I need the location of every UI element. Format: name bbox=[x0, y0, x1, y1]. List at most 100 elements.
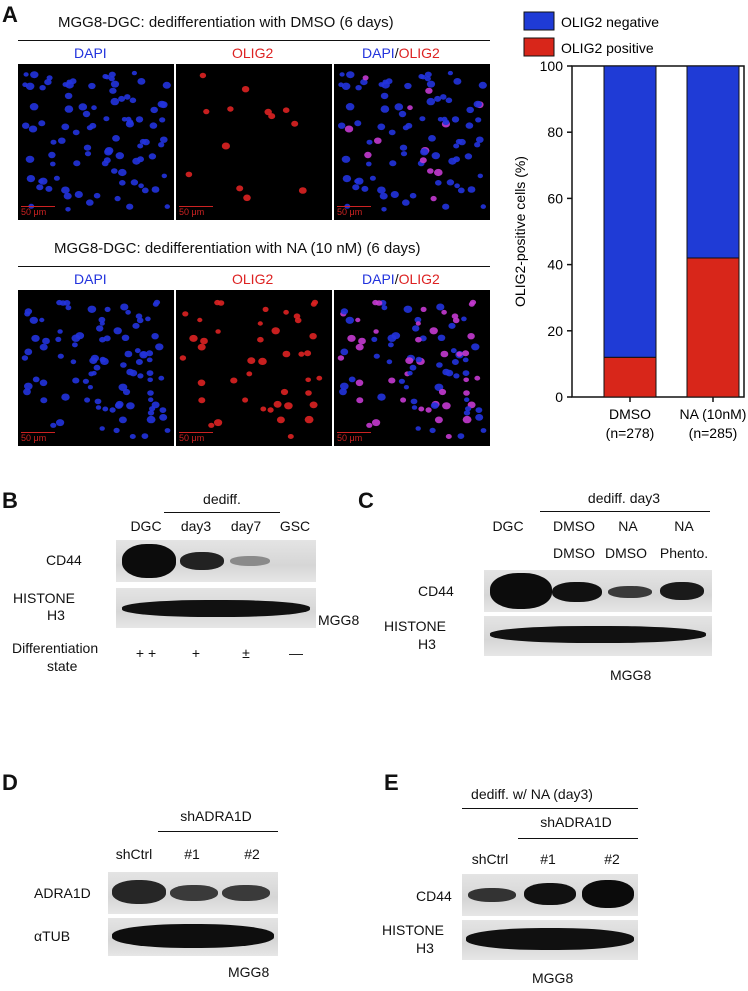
cell-nucleus bbox=[440, 94, 447, 100]
cell-nucleus bbox=[342, 175, 352, 183]
cell-nucleus bbox=[415, 321, 421, 326]
cell-nucleus bbox=[475, 407, 483, 413]
cell-nucleus bbox=[109, 87, 117, 94]
bar-olig2-positive bbox=[686, 257, 740, 398]
cell-nucleus bbox=[445, 97, 453, 104]
cell-nucleus bbox=[463, 377, 469, 383]
cell-nucleus bbox=[361, 185, 369, 192]
panel-c-bottom-3: Phento. bbox=[659, 545, 709, 561]
scale-bar-line bbox=[337, 206, 371, 207]
panel-e-title-rule bbox=[462, 808, 638, 809]
cell-nucleus bbox=[450, 348, 457, 354]
panel-b-state-label-1: Differentiation bbox=[12, 640, 99, 656]
cell-nucleus bbox=[426, 97, 436, 106]
cell-nucleus bbox=[159, 414, 168, 421]
panel-e-cd44-blot bbox=[462, 874, 638, 916]
y-tick-label: 60 bbox=[547, 190, 563, 206]
cell-nucleus bbox=[454, 183, 460, 189]
cell-nucleus bbox=[74, 191, 83, 198]
cell-nucleus bbox=[437, 334, 446, 341]
cell-nucleus bbox=[189, 334, 198, 342]
cell-nucleus bbox=[430, 195, 437, 202]
cell-nucleus bbox=[305, 390, 312, 396]
cell-nucleus bbox=[96, 325, 104, 332]
cell-nucleus bbox=[399, 144, 408, 151]
band-dgc bbox=[122, 544, 176, 578]
panel-c-row-h3: H3 bbox=[418, 636, 436, 652]
x-tick-label: NA (10nM) bbox=[680, 406, 747, 422]
cell-nucleus bbox=[310, 301, 317, 307]
cell-nucleus bbox=[148, 153, 157, 160]
cell-nucleus bbox=[45, 185, 53, 192]
cell-nucleus bbox=[118, 168, 127, 177]
cell-nucleus bbox=[115, 152, 125, 160]
panel-a-row1-rule bbox=[18, 40, 490, 41]
cell-nucleus bbox=[151, 333, 159, 340]
cell-nucleus bbox=[345, 316, 354, 324]
cell-nucleus bbox=[364, 151, 372, 159]
scale-bar-line bbox=[179, 432, 213, 433]
cell-nucleus bbox=[371, 336, 378, 342]
cell-nucleus bbox=[381, 305, 388, 311]
panel-b-state-label-2: state bbox=[47, 658, 78, 674]
panel-b-cell-line: MGG8 bbox=[318, 612, 360, 628]
cell-nucleus bbox=[99, 426, 105, 431]
cell-nucleus bbox=[419, 157, 427, 164]
cell-nucleus bbox=[113, 427, 120, 434]
panel-e-col-shctrl: shCtrl bbox=[471, 851, 509, 867]
cell-nucleus bbox=[147, 390, 154, 396]
cell-nucleus bbox=[377, 123, 386, 131]
cell-nucleus bbox=[129, 97, 137, 104]
panel-c-letter: C bbox=[358, 488, 374, 513]
cell-nucleus bbox=[298, 351, 305, 357]
cell-nucleus bbox=[442, 119, 450, 126]
cell-nucleus bbox=[140, 351, 147, 357]
cell-nucleus bbox=[440, 350, 449, 358]
cell-nucleus bbox=[468, 301, 475, 307]
cell-nucleus bbox=[436, 362, 443, 368]
cell-nucleus bbox=[445, 434, 452, 439]
cell-nucleus bbox=[197, 317, 203, 323]
panel-b-row-cd44: CD44 bbox=[46, 552, 82, 568]
cell-nucleus bbox=[89, 122, 97, 129]
cell-nucleus bbox=[260, 406, 267, 412]
cell-nucleus bbox=[84, 151, 92, 157]
legend-swatch bbox=[523, 11, 555, 31]
cell-nucleus bbox=[75, 332, 85, 340]
cell-nucleus bbox=[346, 71, 355, 79]
cell-nucleus bbox=[86, 199, 94, 206]
cell-nucleus bbox=[360, 79, 368, 86]
cell-nucleus bbox=[31, 334, 40, 342]
cell-nucleus bbox=[114, 402, 123, 409]
cell-nucleus bbox=[462, 370, 470, 376]
cell-nucleus bbox=[388, 342, 394, 348]
cell-nucleus bbox=[40, 397, 48, 404]
cell-nucleus bbox=[366, 161, 372, 167]
panel-c-group-label: dediff. day3 bbox=[587, 490, 661, 506]
cell-nucleus bbox=[465, 122, 474, 129]
cell-nucleus bbox=[382, 79, 389, 85]
channel-label-merge-2: DAPI/OLIG2 bbox=[362, 271, 440, 287]
cell-nucleus bbox=[161, 173, 167, 179]
cell-nucleus bbox=[137, 78, 146, 85]
cell-nucleus bbox=[391, 332, 401, 340]
cell-nucleus bbox=[99, 356, 107, 363]
cell-nucleus bbox=[339, 388, 347, 396]
cell-nucleus bbox=[208, 422, 215, 428]
cell-nucleus bbox=[453, 143, 460, 149]
cell-nucleus bbox=[420, 148, 429, 156]
cell-nucleus bbox=[446, 179, 455, 186]
cell-nucleus bbox=[381, 207, 387, 212]
cell-nucleus bbox=[340, 308, 349, 315]
band-sh1 bbox=[524, 883, 576, 905]
cell-nucleus bbox=[146, 357, 153, 363]
cell-nucleus bbox=[203, 108, 210, 115]
panel-d-group-rule bbox=[158, 831, 278, 832]
cell-nucleus bbox=[146, 415, 156, 424]
panel-d-group-label: shADRA1D bbox=[180, 808, 252, 824]
cell-nucleus bbox=[122, 388, 131, 396]
cell-nucleus bbox=[126, 402, 135, 410]
dapi-nuclei bbox=[22, 70, 171, 212]
cell-nucleus bbox=[276, 416, 285, 424]
panel-e-row-h3: H3 bbox=[416, 940, 434, 956]
